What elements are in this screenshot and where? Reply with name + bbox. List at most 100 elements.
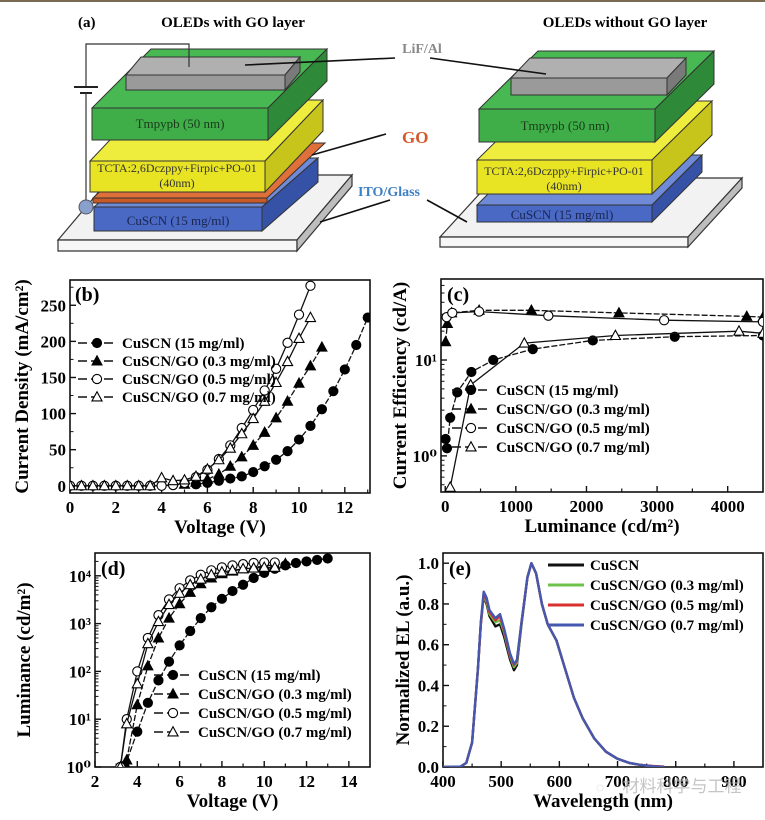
data-point bbox=[75, 479, 88, 491]
y-tick-label: 10¹ bbox=[415, 351, 437, 370]
htl-label-r: CuSCN (15 mg/ml) bbox=[511, 207, 614, 222]
glass-front bbox=[57, 239, 298, 252]
data-point bbox=[109, 479, 122, 491]
data-point bbox=[224, 441, 237, 453]
panel-b-chart: 0 2 4 6 8 10 12 0 50 100 150 200 250 Voltage (V) Curre… bbox=[12, 279, 371, 538]
data-point bbox=[441, 443, 453, 454]
data-point bbox=[173, 586, 186, 598]
data-point bbox=[227, 585, 238, 597]
legend-label-1: CuSCN (15 mg/ml) bbox=[198, 668, 321, 684]
x-tick-label: 400 bbox=[430, 772, 456, 791]
x-tick-label: 12 bbox=[336, 498, 353, 517]
legend-marker-1 bbox=[167, 669, 179, 681]
data-point bbox=[167, 474, 180, 486]
data-point bbox=[163, 598, 176, 610]
y-axis-label: Luminance (cd/m²) bbox=[14, 582, 35, 737]
top-border bbox=[0, 0, 765, 2]
x-axis-label: Wavelength (nm) bbox=[533, 791, 673, 812]
y-tick-label: 10⁰ bbox=[413, 447, 437, 466]
x-axis-label: Luminance (cd/m²) bbox=[524, 516, 679, 537]
callout-line-lif-left bbox=[244, 57, 396, 66]
series-line-4 bbox=[119, 566, 275, 767]
legend-label-2: CuSCN/GO (0.3 mg/ml) bbox=[198, 687, 352, 703]
series-layer bbox=[443, 562, 665, 767]
data-point bbox=[488, 354, 499, 366]
y-tick-label: 200 bbox=[41, 332, 67, 351]
y-tick-label: 150 bbox=[41, 368, 67, 387]
x-tick-label: 3000 bbox=[640, 497, 674, 516]
x-tick-label: 2000 bbox=[569, 497, 603, 516]
legend-marker-2 bbox=[465, 402, 477, 414]
y-tick-label: 10⁴ bbox=[69, 567, 91, 586]
y-tick-label: 10¹ bbox=[69, 710, 91, 729]
data-point bbox=[141, 637, 154, 649]
legend-label-1: CuSCN (15 mg/ml) bbox=[122, 336, 245, 352]
y-tick-label: 100 bbox=[41, 405, 67, 424]
data-point bbox=[215, 565, 228, 577]
legend-marker-3 bbox=[167, 707, 179, 719]
legend-marker-2 bbox=[91, 354, 103, 366]
data-point bbox=[452, 387, 463, 398]
eml-label-line2: (40nm) bbox=[159, 176, 194, 190]
eml-label-line2-r: (40nm) bbox=[546, 179, 581, 193]
x-tick-label: 4 bbox=[133, 772, 142, 791]
x-tick-label: 14 bbox=[340, 772, 358, 791]
watermark: 材料科学与工程 bbox=[623, 777, 742, 796]
data-point bbox=[270, 411, 283, 423]
eml-side-r bbox=[651, 99, 713, 196]
cathode-top bbox=[124, 56, 302, 76]
callout-go: GO bbox=[402, 128, 428, 147]
glass-side-r bbox=[687, 176, 743, 249]
data-point bbox=[316, 340, 328, 352]
plot-frame bbox=[440, 278, 764, 493]
data-point bbox=[304, 311, 317, 323]
data-point bbox=[163, 656, 175, 667]
data-point bbox=[527, 343, 538, 355]
data-point bbox=[258, 560, 271, 572]
data-point bbox=[301, 556, 312, 567]
data-point bbox=[235, 450, 248, 462]
data-point bbox=[116, 760, 124, 767]
data-point bbox=[304, 359, 317, 371]
data-point bbox=[279, 557, 292, 569]
device-with-go: CuSCN (15 mg/ml) TCTA:2,6Dczppy+Firpic+P… bbox=[56, 43, 354, 253]
series-line-1 bbox=[195, 317, 369, 485]
data-point bbox=[658, 315, 670, 326]
x-tick-label: 8 bbox=[249, 498, 258, 517]
callout-line-ito-right bbox=[426, 199, 468, 223]
x-tick-label: 4000 bbox=[711, 497, 745, 516]
series-line-4 bbox=[449, 330, 763, 488]
data-point bbox=[142, 697, 153, 708]
data-point bbox=[247, 561, 260, 573]
data-point bbox=[152, 615, 165, 627]
cathode-front-r bbox=[510, 77, 668, 96]
y-tick-label: 0.6 bbox=[418, 636, 439, 655]
legend-label-3: CuSCN/GO (0.5 mg/ml) bbox=[198, 706, 352, 722]
panel-label: (e) bbox=[449, 558, 471, 580]
legend-marker-3 bbox=[465, 422, 477, 434]
series-line-3 bbox=[119, 561, 275, 767]
data-point bbox=[339, 364, 350, 375]
callout-line-lif-right bbox=[429, 57, 547, 75]
x-axis-label: Voltage (V) bbox=[174, 517, 266, 538]
data-point bbox=[178, 473, 191, 485]
data-point bbox=[740, 310, 753, 321]
legend-label-3: CuSCN/GO (0.5 mg/ml) bbox=[590, 598, 744, 614]
data-point bbox=[212, 453, 225, 465]
data-point bbox=[290, 557, 302, 569]
watermark-logo-icon: ◌ bbox=[596, 781, 604, 796]
legend-marker-4 bbox=[91, 390, 103, 402]
eml-label-line1: TCTA:2,6Dczppy+Firpic+PO-01 bbox=[97, 161, 257, 175]
data-point bbox=[305, 280, 316, 291]
data-point bbox=[259, 461, 270, 472]
data-point bbox=[237, 562, 250, 574]
data-point bbox=[445, 412, 456, 423]
legend-label-4: CuSCN/GO (0.7 mg/ml) bbox=[122, 390, 276, 406]
panel-label: (d) bbox=[101, 558, 125, 580]
data-point bbox=[362, 312, 370, 323]
htl-side bbox=[261, 156, 319, 233]
data-point bbox=[98, 479, 111, 491]
y-axis-label: Current Efficiency (cd/A) bbox=[390, 282, 411, 490]
legend-label-2: CuSCN/GO (0.3 mg/ml) bbox=[496, 402, 650, 418]
